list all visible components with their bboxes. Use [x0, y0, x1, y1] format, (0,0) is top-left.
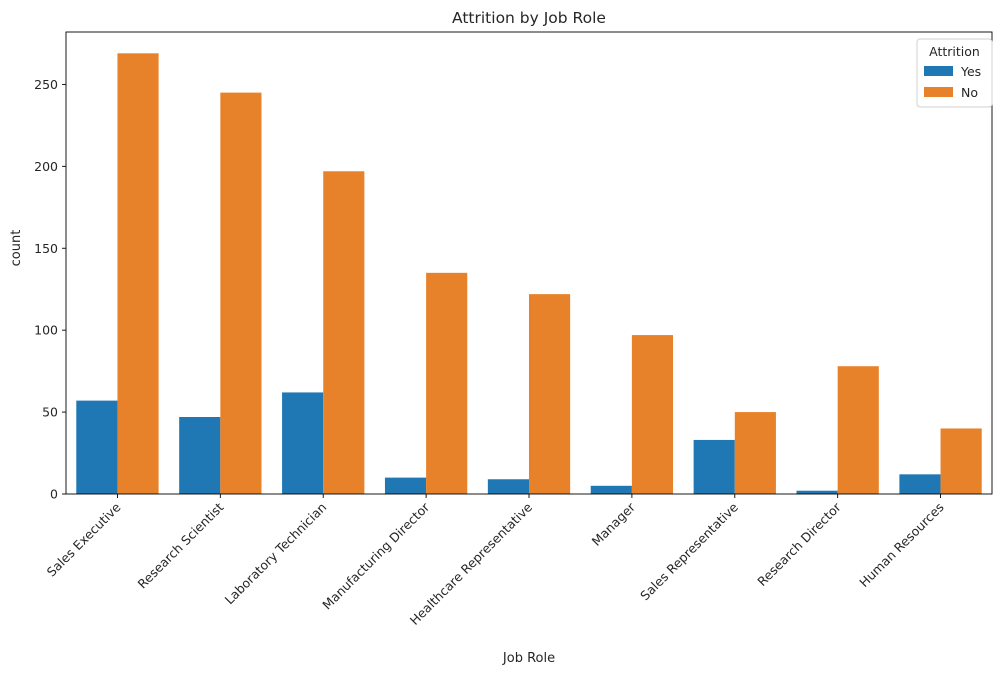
x-axis-label: Job Role [502, 651, 555, 666]
legend-swatch-yes [924, 66, 953, 76]
x-tick-label: Research Scientist [135, 499, 227, 591]
x-tick-label: Manager [589, 499, 639, 549]
y-axis-label: count [9, 230, 24, 267]
bar-no-3 [426, 272, 468, 494]
y-axis: 0 50 100 150 200 250 [34, 77, 66, 502]
bar-yes-1 [179, 417, 221, 494]
bar-no-0 [117, 53, 159, 494]
bar-no-1 [220, 92, 262, 495]
y-tick-label: 50 [42, 405, 58, 420]
bar-no-2 [323, 171, 365, 495]
y-tick-label: 200 [34, 159, 58, 174]
bar-yes-0 [76, 400, 118, 494]
bar-yes-3 [384, 477, 427, 494]
y-tick-label: 100 [34, 323, 58, 338]
legend-label-yes: Yes [960, 64, 981, 79]
chart-title: Attrition by Job Role [452, 9, 606, 27]
x-tick-label: Healthcare Representative [407, 499, 536, 628]
y-tick-label: 250 [34, 77, 58, 92]
legend-swatch-no [924, 87, 953, 97]
x-axis: Sales Executive Research ScientistLaborat… [44, 494, 947, 628]
legend-title: Attrition [929, 44, 980, 59]
bar-yes-7 [796, 490, 838, 494]
bar-no-7 [837, 366, 879, 494]
bar-yes-2 [282, 392, 324, 494]
bar-yes-8 [899, 474, 941, 494]
bar-no-8 [940, 428, 982, 494]
y-tick-label: 0 [50, 487, 58, 502]
y-tick-label: 150 [34, 241, 58, 256]
x-tick-label: Human Resources [856, 500, 946, 590]
bar-no-4 [529, 294, 571, 494]
bar-no-5 [631, 335, 674, 494]
bar-yes-4 [487, 479, 529, 494]
bar-yes-5 [590, 485, 632, 494]
x-tick-label: Laboratory Technician [222, 500, 330, 608]
bar-yes-6 [693, 439, 735, 494]
bar-no-6 [734, 412, 776, 494]
x-tick-label: Research Director [754, 499, 844, 589]
x-tick-label: Manufacturing Director [319, 499, 433, 613]
legend: Attrition Yes No [916, 38, 993, 108]
legend-label-no: No [961, 85, 978, 100]
plot-area [65, 31, 993, 495]
x-tick-label: Sales Representative [637, 499, 741, 603]
x-tick-label: Sales Executive [44, 499, 124, 579]
